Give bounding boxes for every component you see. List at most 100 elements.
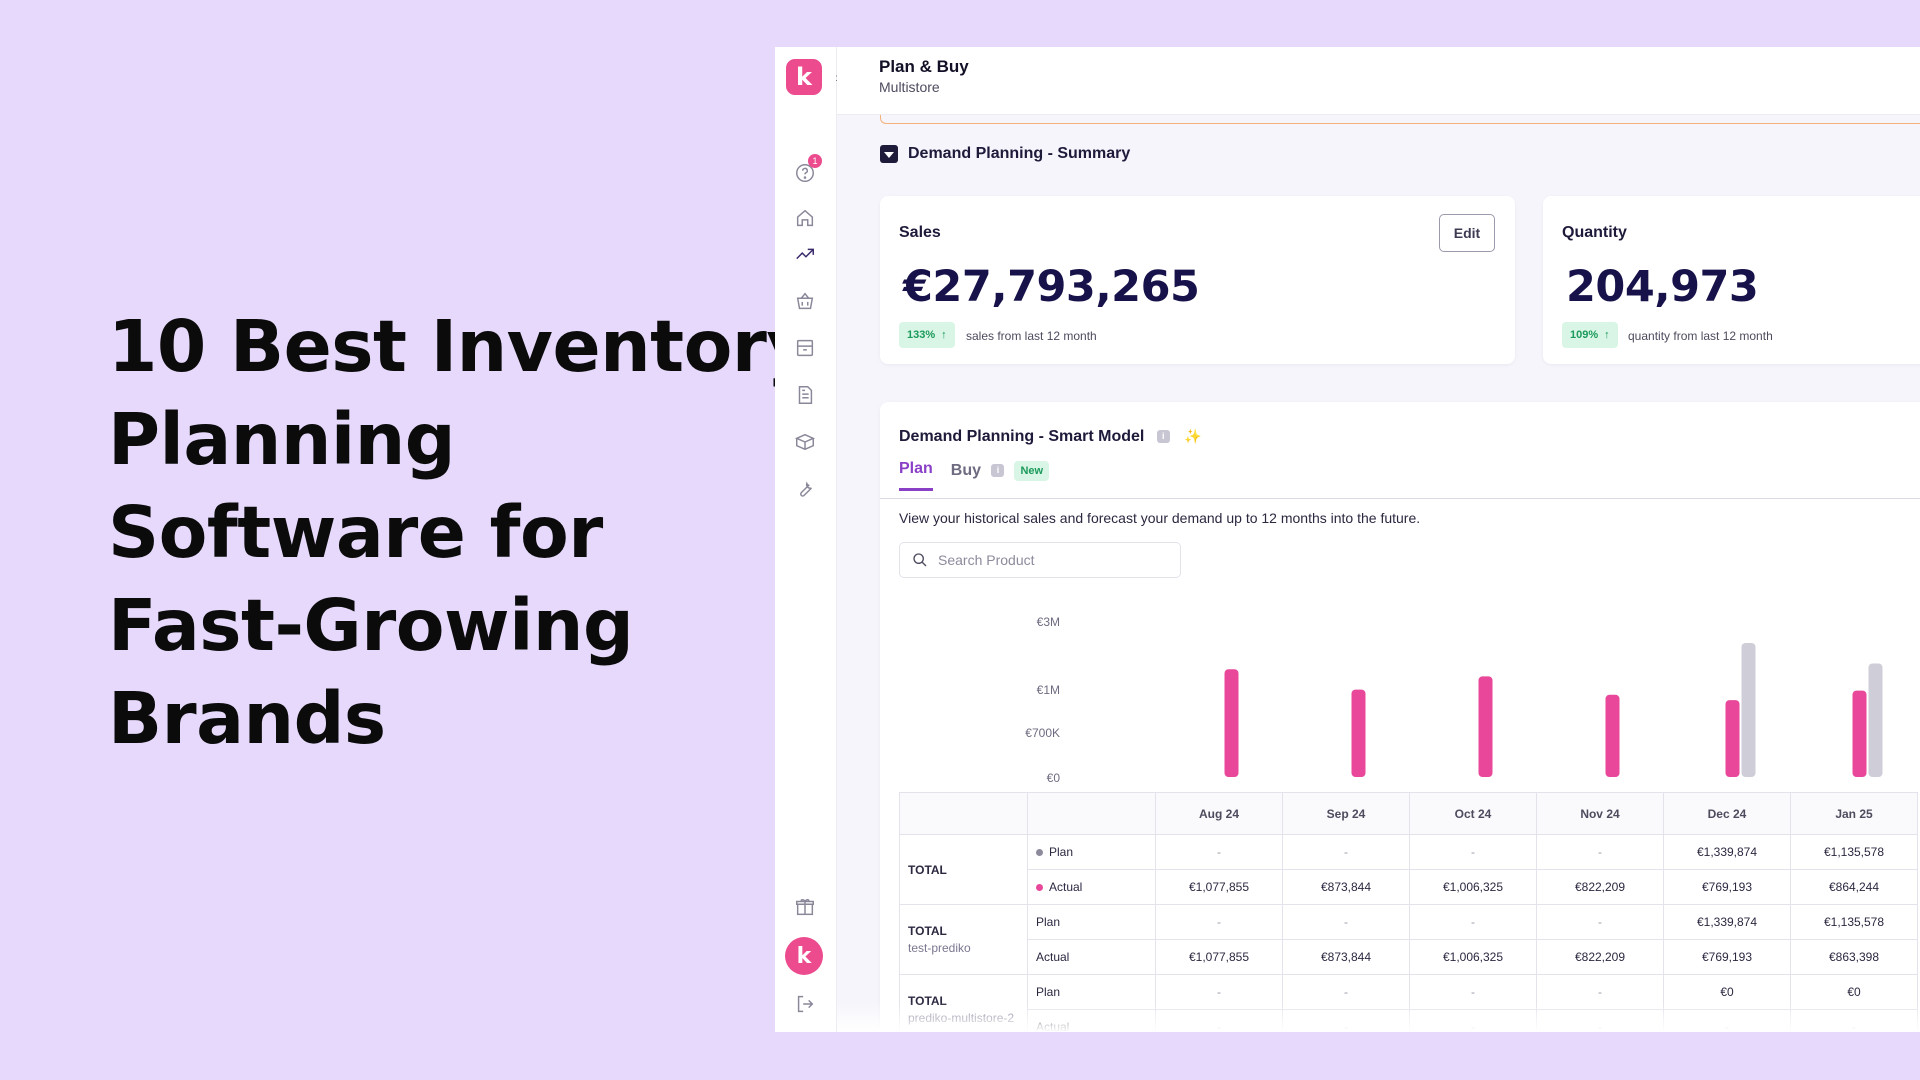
topbar: Plan & Buy Multistore <box>837 47 1920 115</box>
headline-line: Brands <box>108 677 386 760</box>
table-row[interactable]: Actual €1,077,855 €873,844 €1,006,325 €822,2… <box>900 869 1918 905</box>
legend-dot-icon <box>1036 884 1043 892</box>
group-name: TOTAL <box>908 862 947 877</box>
table-cell[interactable]: €1,339,874 <box>1663 834 1791 870</box>
gift-icon[interactable] <box>792 894 818 920</box>
table-cell[interactable]: €873,844 <box>1282 869 1410 905</box>
quantity-label: Quantity <box>1562 224 1627 241</box>
table-row[interactable]: TOTAL Plan - - - - €1,339,874 €1,135,578 <box>899 834 1918 905</box>
sales-label: Sales <box>899 224 941 241</box>
table-header-row: Aug 24 Sep 24 Oct 24 Nov 24 Dec 24 Jan 25 <box>899 792 1918 835</box>
row-group-label: TOTAL <box>899 834 1028 905</box>
bar-actual[interactable] <box>1224 669 1239 777</box>
column-header: Oct 24 <box>1409 792 1537 835</box>
headline-line: Planning <box>108 398 456 481</box>
column-header: Aug 24 <box>1155 792 1283 835</box>
bar-actual[interactable] <box>1478 676 1493 777</box>
collapse-toggle-icon[interactable] <box>880 145 898 163</box>
column-header: Jan 25 <box>1790 792 1918 835</box>
row-group-label: TOTAL test-prediko <box>899 904 1028 975</box>
table-row[interactable]: TOTAL test-prediko Plan - - - - €1,339,874 €1,13… <box>899 904 1918 975</box>
table-cell[interactable]: €822,209 <box>1536 939 1664 975</box>
table-cell[interactable]: €864,244 <box>1790 869 1918 905</box>
info-icon[interactable]: i <box>991 463 1005 477</box>
arrow-up-icon: ↑ <box>1604 329 1610 341</box>
column-header: Dec 24 <box>1663 792 1791 835</box>
series-label: Plan <box>1027 904 1156 940</box>
bar-actual[interactable] <box>1852 690 1867 777</box>
smart-model-title: Demand Planning - Smart Model i ✨ <box>899 428 1202 446</box>
series-label: Plan <box>1027 834 1156 870</box>
search-box[interactable] <box>899 542 1181 578</box>
summary-section-header[interactable]: Demand Planning - Summary <box>880 145 1130 163</box>
table-cell[interactable]: €1,006,325 <box>1409 869 1537 905</box>
trend-icon[interactable] <box>792 241 818 267</box>
table-cell[interactable]: - <box>1409 834 1537 870</box>
tab-plan[interactable]: Plan <box>899 460 933 491</box>
bar-actual[interactable] <box>1351 689 1366 777</box>
table-cell[interactable]: €1,077,855 <box>1155 869 1283 905</box>
logo-letter: k <box>796 63 812 91</box>
table-cell[interactable]: €1,135,578 <box>1790 904 1918 940</box>
column-header <box>1027 792 1156 835</box>
notification-badge: 1 <box>808 154 822 168</box>
table-cell[interactable]: €769,193 <box>1663 939 1791 975</box>
avatar-letter: k <box>796 943 812 969</box>
series-label-text: Plan <box>1036 915 1061 929</box>
bar-plan[interactable] <box>1868 663 1883 777</box>
alert-banner-edge <box>880 115 1920 124</box>
bar-plan[interactable] <box>1741 643 1756 777</box>
smart-model-card: Demand Planning - Smart Model i ✨ Plan B… <box>880 402 1920 1032</box>
table-cell[interactable]: - <box>1536 834 1664 870</box>
table-cell[interactable]: - <box>1536 904 1664 940</box>
tabs: Plan Buy i New <box>899 460 1050 491</box>
logout-icon[interactable] <box>792 991 818 1017</box>
demand-chart: €3M €1M €700K €0 <box>1025 615 1883 785</box>
table-row[interactable]: Actual €1,077,855 €873,844 €1,006,325 €822,2… <box>900 939 1918 975</box>
bar-actual[interactable] <box>1725 700 1740 777</box>
tab-buy[interactable]: Buy i <box>951 462 1005 490</box>
wrench-icon[interactable] <box>792 476 818 502</box>
y-tick-label: €1M <box>1037 683 1060 697</box>
page-title: Plan & Buy <box>879 57 969 76</box>
quantity-value: 204,973 <box>1566 262 1759 312</box>
table-cell[interactable]: €873,844 <box>1282 939 1410 975</box>
table-cell[interactable]: €1,077,855 <box>1155 939 1283 975</box>
sales-change-badge: 133% ↑ <box>899 322 955 348</box>
archive-icon[interactable] <box>792 335 818 361</box>
search-input[interactable] <box>938 552 1168 568</box>
table-cell[interactable]: - <box>1155 834 1283 870</box>
table-cell[interactable]: €1,006,325 <box>1409 939 1537 975</box>
sales-change: 133% <box>907 329 936 341</box>
table-cell[interactable]: €822,209 <box>1536 869 1664 905</box>
group-store: test-prediko <box>908 941 971 955</box>
demand-table: Aug 24 Sep 24 Oct 24 Nov 24 Dec 24 Jan 25 TOTA… <box>899 792 1918 1032</box>
table-cell[interactable]: €863,398 <box>1790 939 1918 975</box>
home-icon[interactable] <box>792 205 818 231</box>
table-cell[interactable]: - <box>1409 904 1537 940</box>
avatar[interactable]: k <box>785 937 823 975</box>
basket-icon[interactable] <box>792 288 818 314</box>
table-cell[interactable]: €1,339,874 <box>1663 904 1791 940</box>
arrow-up-icon: ↑ <box>941 329 947 341</box>
table-cell[interactable]: €1,135,578 <box>1790 834 1918 870</box>
tab-divider <box>880 498 1920 499</box>
edit-button[interactable]: Edit <box>1439 214 1495 252</box>
table-cell[interactable]: - <box>1155 904 1283 940</box>
table-cell[interactable]: - <box>1282 904 1410 940</box>
store-name[interactable]: Multistore <box>879 79 940 95</box>
table-cell[interactable]: - <box>1282 834 1410 870</box>
series-label: Actual <box>1027 869 1156 905</box>
document-icon[interactable] <box>792 382 818 408</box>
app-logo[interactable]: k <box>786 59 822 95</box>
quantity-change-badge: 109% ↑ <box>1562 322 1618 348</box>
sales-note: sales from last 12 month <box>966 329 1097 343</box>
table-cell[interactable]: €769,193 <box>1663 869 1791 905</box>
box-icon[interactable] <box>792 429 818 455</box>
bar-actual[interactable] <box>1605 694 1620 777</box>
app-window: k › 1 k <box>775 47 1920 1032</box>
help-icon[interactable]: 1 <box>792 154 822 186</box>
info-icon[interactable]: i <box>1156 430 1170 444</box>
tab-buy-label: Buy <box>950 461 982 479</box>
sidebar: k › 1 k <box>775 47 840 1032</box>
